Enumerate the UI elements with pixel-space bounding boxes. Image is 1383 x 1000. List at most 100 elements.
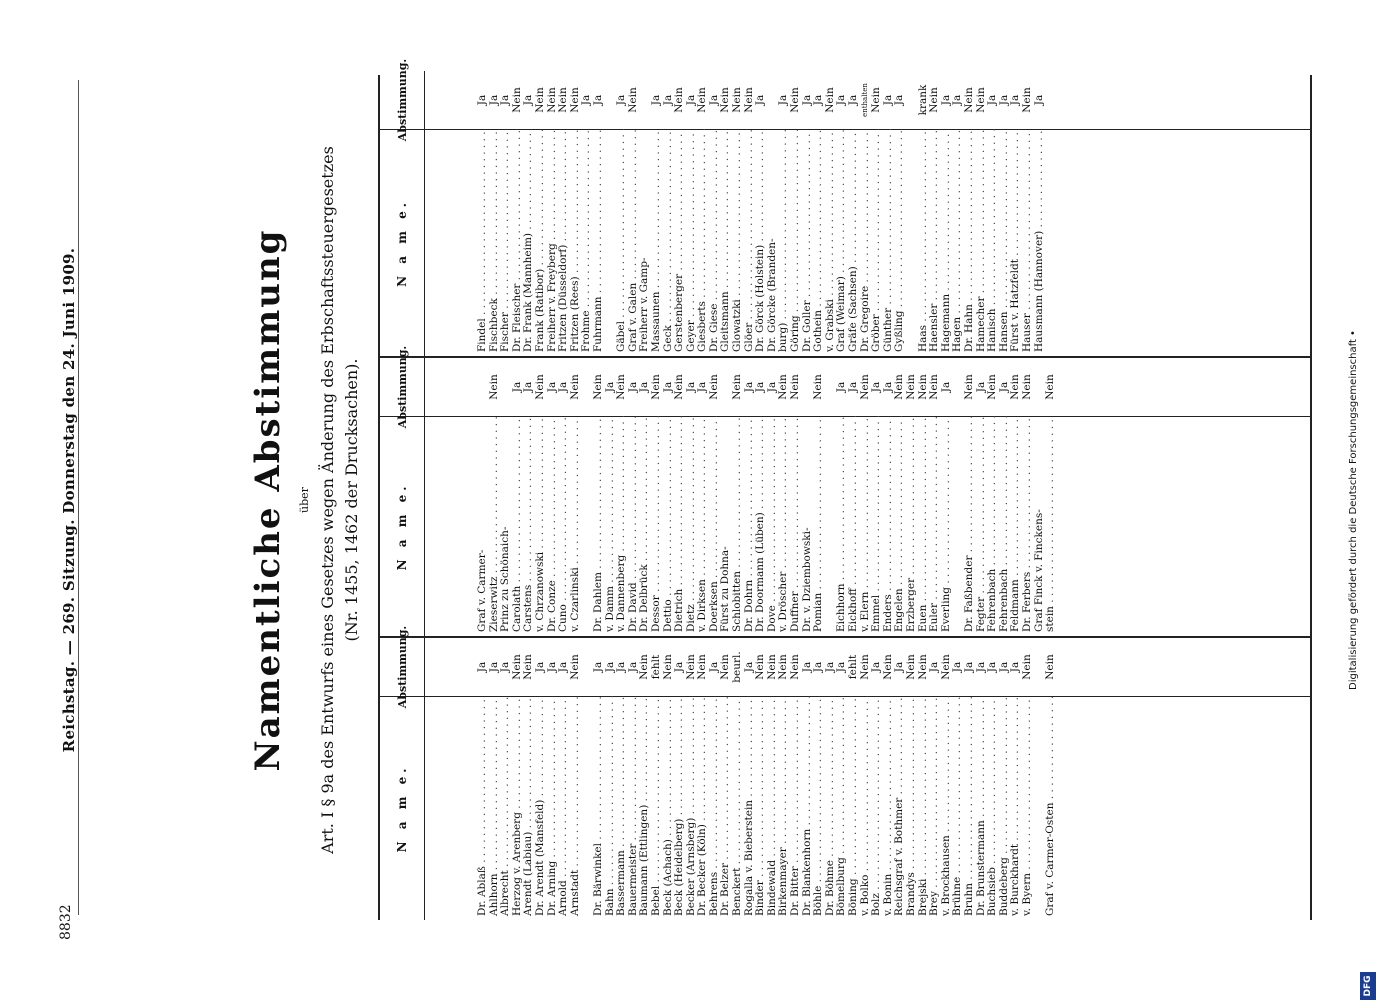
column-header: N a m e. Abstimmung. bbox=[380, 626, 425, 920]
table-row: Dr. Görcke (Branden- bbox=[767, 71, 779, 356]
table-row: Freiherr v. Gamp- bbox=[639, 71, 651, 356]
table-row: Fehrenbach Nein bbox=[986, 358, 999, 636]
member-name: Becker (Arnsberg) bbox=[686, 696, 698, 920]
member-name: Euen bbox=[918, 416, 930, 636]
vote-value: Ja bbox=[557, 381, 570, 393]
vote-value: Ja bbox=[615, 94, 628, 106]
member-name: Bruhn bbox=[964, 696, 976, 920]
member-name: Dietz bbox=[686, 416, 698, 636]
member-name: v. Burckhardt bbox=[1010, 696, 1022, 920]
member-name: Fürst zu Dohna- bbox=[720, 546, 732, 632]
member-name: Graf Finck v. Finckens- bbox=[1033, 509, 1045, 632]
table-row: GotheinJa bbox=[812, 71, 825, 356]
member-name: v. Bolko bbox=[860, 696, 872, 920]
table-row: v. BolkoNein bbox=[859, 638, 872, 920]
member-name: Arnold bbox=[558, 696, 570, 920]
member-name: Dr. Delbrück bbox=[639, 416, 651, 636]
vote-value: Nein bbox=[615, 374, 628, 400]
dfg-logo: DFG bbox=[1360, 972, 1376, 1000]
table-row: BrejskiNein bbox=[917, 638, 930, 920]
member-name: Hansen bbox=[999, 129, 1011, 356]
member-name: Emmel bbox=[871, 416, 883, 636]
table-row: Beck (Heidelberg) Ja bbox=[673, 638, 686, 920]
table-row: Gräfe (Sachsen) Ja bbox=[847, 71, 860, 356]
member-name: Reichsgraf v. Bothmer bbox=[894, 696, 906, 920]
member-name: Dr. Brunstermann bbox=[976, 696, 988, 920]
table-row: BuddebergJa bbox=[998, 638, 1011, 920]
member-name: Böning bbox=[848, 696, 860, 920]
table-row: Becker (Arnsberg)Nein bbox=[685, 638, 698, 920]
member-name: Giesberts bbox=[697, 129, 709, 356]
member-name: Herzog v. Arenberg bbox=[512, 696, 524, 920]
table-row: Hausmann (Hannover) Ja bbox=[1033, 71, 1046, 356]
vote-value bbox=[477, 358, 489, 416]
table-row: BömelburgJa bbox=[835, 638, 848, 920]
member-name: Enders bbox=[883, 416, 895, 636]
table-row: v. ElernNein bbox=[859, 358, 872, 636]
table-row: Dessor Nein bbox=[650, 358, 663, 636]
table-row: Dr. ConzeJa bbox=[546, 358, 559, 636]
vote-header: Abstimmung. bbox=[380, 59, 424, 141]
vote-value: Nein bbox=[568, 374, 581, 400]
member-name: Fischer bbox=[500, 129, 512, 356]
member-name: Graf v. Carmer-Osten bbox=[1045, 696, 1057, 920]
member-name: Fegter bbox=[976, 416, 988, 636]
vote-value: beurl. bbox=[731, 651, 744, 683]
member-name: v. Grabski bbox=[825, 129, 837, 356]
member-name: Dietrich bbox=[674, 416, 686, 636]
vote-value: Nein bbox=[707, 374, 720, 400]
member-name: v. Dröscher bbox=[778, 416, 790, 636]
table-row: Graf v. Carmer-Osten Nein bbox=[1044, 638, 1057, 920]
table-row: Gäbel Ja bbox=[615, 71, 628, 356]
column-header: N a m e. Abstimmung. bbox=[380, 346, 425, 636]
member-name: Dr. Arning bbox=[547, 696, 559, 920]
table-row: Haaskrank bbox=[917, 71, 930, 356]
table-row: BehrensJa bbox=[708, 638, 721, 920]
vote-value: Ja bbox=[847, 381, 859, 393]
table-row: Dr. Faßbender Nein bbox=[963, 358, 976, 636]
member-name: Dr. David bbox=[628, 416, 640, 636]
table-row: Dr. Ferbers Nein bbox=[1020, 358, 1034, 636]
table-row: Baumann (Ettlingen)Nein bbox=[638, 638, 651, 920]
member-name: Dr. Frank (Mannheim) bbox=[523, 129, 535, 356]
vote-value: Ja bbox=[591, 661, 604, 673]
table-row: BauermeisterJa bbox=[627, 638, 640, 920]
member-name: Binder bbox=[755, 696, 767, 920]
vote-value: Nein bbox=[1020, 654, 1033, 680]
table-row: Fritzen (Düsseldorf) Nein bbox=[557, 71, 570, 356]
member-name: Geck bbox=[663, 129, 675, 356]
member-name: Dr. Görcke (Branden- bbox=[766, 238, 778, 352]
table-row: Freiherr v. FreybergNein bbox=[546, 71, 559, 356]
member-name: Gleitsmann bbox=[720, 129, 732, 356]
vote-value: Nein bbox=[557, 87, 570, 113]
member-name: Massaunen bbox=[651, 129, 663, 356]
table-row: Brey Ja bbox=[928, 638, 941, 920]
member-name: Cuno bbox=[558, 416, 570, 636]
vote-value: Ja bbox=[986, 661, 999, 673]
member-name: Carolath bbox=[512, 416, 524, 636]
table-row: Dr. Frank (Mannheim)Ja bbox=[522, 71, 535, 356]
vote-value: Nein bbox=[1044, 374, 1057, 400]
table-row: Göring Nein bbox=[789, 71, 802, 356]
member-name: Gäbel bbox=[616, 129, 628, 356]
vote-value: Nein bbox=[1020, 374, 1033, 400]
member-name: Fehrenbach bbox=[987, 416, 999, 636]
member-name: Findel bbox=[477, 129, 489, 356]
table-row: HamecherNein bbox=[975, 71, 988, 356]
member-name: Dr. Böhme bbox=[825, 696, 837, 920]
member-name: Brey bbox=[929, 696, 941, 920]
table-row: Graf v. Galen Nein bbox=[627, 71, 640, 356]
vote-value: Ja bbox=[893, 94, 906, 106]
member-name: Dr. Bärwinkel bbox=[593, 696, 605, 920]
vote-value: Nein bbox=[904, 374, 917, 400]
vote-value: Ja bbox=[615, 661, 628, 673]
table-row: stein Nein bbox=[1044, 358, 1057, 636]
member-name: Doerksen bbox=[709, 416, 721, 636]
table-row: Dr. GieseJa bbox=[708, 71, 721, 356]
member-name: v. Elern bbox=[860, 416, 872, 636]
member-name: Graf v. Carmer- bbox=[477, 549, 488, 632]
vote-value: Nein bbox=[1020, 87, 1033, 113]
member-name: Bolz bbox=[871, 696, 883, 920]
vote-value: Nein bbox=[591, 374, 604, 400]
table-row: Dr. Dahlem Nein bbox=[591, 358, 605, 636]
